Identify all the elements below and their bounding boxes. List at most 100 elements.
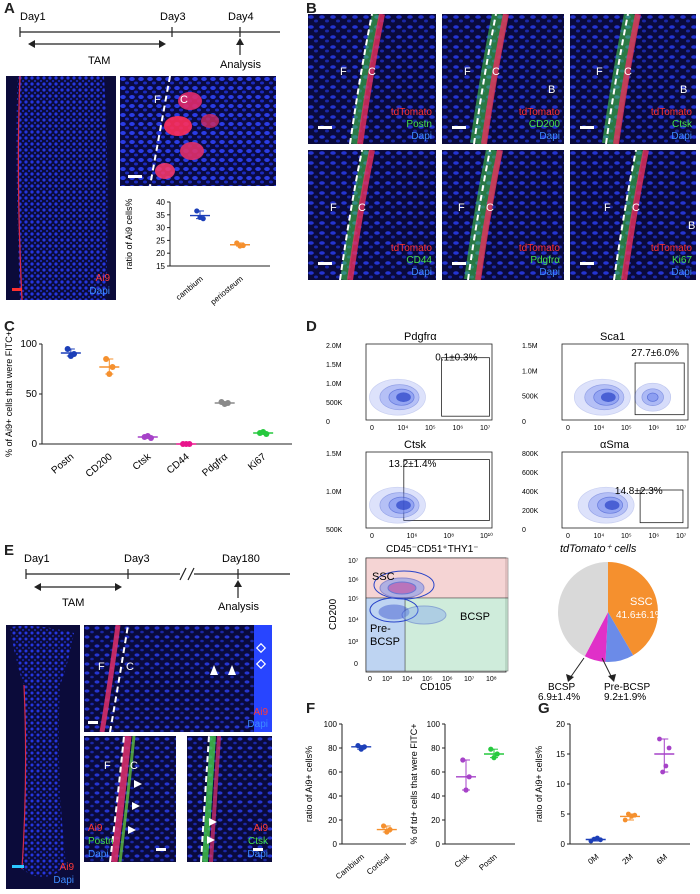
ytick-label: 60	[431, 768, 440, 777]
ytick: 1.5M	[326, 362, 342, 369]
ytick: 2.0M	[326, 343, 342, 350]
data-point	[200, 216, 206, 222]
panel-label-a: A	[4, 0, 15, 17]
facs-plot-2: Sca1 27.7±6.0% 1.5M 1.0M 500K 0 0 10⁴ 10⁵ 10⁶ 10⁷	[522, 331, 689, 432]
scale-bar	[580, 126, 594, 129]
ytick-label: 40	[328, 792, 337, 801]
gating-xtick: 10⁶	[442, 676, 453, 683]
ytick-label: 60	[328, 768, 337, 777]
channel-dapi: Dapi	[671, 267, 692, 278]
panel-e-bone-micrograph: Ai9 Dapi	[6, 625, 80, 889]
pie-label-bcsp-pct: 6.9±1.4%	[538, 692, 580, 700]
channel-cd44: CD44	[406, 255, 432, 266]
data-point	[657, 736, 662, 742]
ytick-label: 0	[561, 840, 566, 849]
data-point	[263, 431, 270, 437]
label-f: F	[154, 94, 161, 106]
x-category-label: 0M	[586, 852, 601, 866]
pie-slice-other	[558, 562, 608, 657]
data-point	[494, 751, 500, 757]
data-point	[361, 744, 367, 750]
panel-label-f: F	[306, 700, 316, 717]
data-point	[109, 364, 116, 370]
scale-bar	[156, 848, 166, 851]
legend-ctsk: Ctsk	[248, 836, 268, 847]
facs-gate	[403, 459, 490, 521]
panel-a-ratio-chart: 40 35 30 25 20 15 ratio of Ai9 cells% cambium pe…	[124, 198, 270, 307]
xtick: 0	[370, 533, 374, 540]
data-point	[186, 441, 193, 447]
x-category-label: Ki67	[246, 451, 269, 473]
panel-f-left-chart: 100 80 60 40 20 0 ratio of Ai9+ cells% Cambium C…	[304, 720, 406, 881]
facs-gate	[634, 362, 685, 416]
channel-dapi: Dapi	[411, 131, 432, 142]
scale-bar	[318, 262, 332, 265]
legend-ai9: Ai9	[253, 707, 268, 718]
ytick: 0	[522, 419, 526, 426]
ytick-label: 25	[156, 236, 165, 245]
scale-bar	[580, 262, 594, 265]
data-point	[488, 746, 494, 752]
y-axis-label: ratio of Ai9+ cells%	[304, 746, 314, 822]
facs-gate	[441, 357, 490, 417]
channel-tdtomato: tdTomato	[518, 107, 560, 118]
data-point	[622, 817, 628, 823]
xtick: 10⁴	[594, 425, 605, 432]
channel-dapi: Dapi	[411, 267, 432, 278]
label-b: B	[548, 84, 556, 96]
scale-bar	[452, 126, 466, 129]
ytick-label: 100	[427, 720, 441, 729]
channel-dapi: Dapi	[539, 267, 560, 278]
ytick-label: 15	[556, 750, 565, 759]
xtick: 10⁷	[676, 425, 687, 432]
data-point	[598, 837, 603, 843]
x-category-label: periosteum	[209, 274, 245, 307]
data-point	[387, 827, 393, 833]
ytick-label: 40	[156, 198, 165, 207]
channel-tdtomato: tdTomato	[390, 107, 432, 118]
legend-dapi: Dapi	[53, 875, 74, 886]
pie-chart: tdTomato⁺ cells SSC 41.6±6.1% BCSP 6.9±1…	[538, 543, 664, 700]
label-c: C	[632, 202, 640, 214]
legend-postn: Postn	[88, 836, 114, 847]
label-c: C	[126, 661, 134, 673]
panel-f-right-chart: 100 80 60 40 20 0 % of td+ cells that were FIT…	[409, 720, 515, 872]
data-point	[106, 371, 113, 377]
panel-label-e: E	[4, 542, 15, 559]
x-category-label: 2M	[620, 852, 635, 866]
scale-bar	[253, 848, 263, 851]
ytick: 600K	[522, 470, 539, 477]
scale-bar	[128, 175, 142, 178]
channel-pdgfrα: Pdgfrα	[530, 255, 560, 266]
channel-tdtomato: tdTomato	[650, 107, 692, 118]
panel-label-d: D	[306, 318, 317, 335]
y-axis-label: ratio of Ai9+ cells%	[534, 746, 544, 822]
panel-g-chart: 20 15 10 5 0 ratio of Ai9+ cells% 0M 2M 6M	[534, 720, 690, 866]
scale-bar	[12, 288, 22, 291]
ytick: 200K	[522, 508, 539, 515]
xtick: 10⁶	[649, 533, 660, 540]
data-point	[666, 745, 672, 751]
panel-a-timeline: Day1 Day3 Day4 TAM Analysis	[19, 11, 280, 71]
xtick: 0	[566, 425, 570, 432]
label-f: F	[464, 66, 471, 78]
legend-ai9: Ai9	[88, 823, 103, 834]
ytick-label: 40	[431, 792, 440, 801]
legend-dapi: Dapi	[89, 286, 110, 297]
ytick: 800K	[522, 451, 539, 458]
data-point	[381, 823, 387, 829]
gating-ytick: 10⁷	[348, 558, 359, 565]
panel-e-ctsk-micrograph: Ai9 Ctsk Dapi	[187, 736, 272, 862]
panel-e-wide-micrograph: F C Ai9 Dapi	[84, 625, 272, 732]
data-point	[64, 346, 71, 352]
pie-slice-ssc	[608, 562, 658, 656]
channel-tdtomato: tdTomato	[650, 243, 692, 254]
x-category-label: CD44	[165, 451, 192, 476]
facs-plot-3: Ctsk 13.2±1.4% 1.5M 1.0M 500K 0 10⁶ 10⁸ 10¹⁰	[326, 439, 493, 540]
label-f: F	[596, 66, 603, 78]
y-axis-label: ratio of Ai9 cells%	[124, 198, 134, 269]
data-point	[466, 774, 472, 780]
data-point	[71, 351, 78, 357]
x-category-label: Postn	[477, 852, 498, 872]
